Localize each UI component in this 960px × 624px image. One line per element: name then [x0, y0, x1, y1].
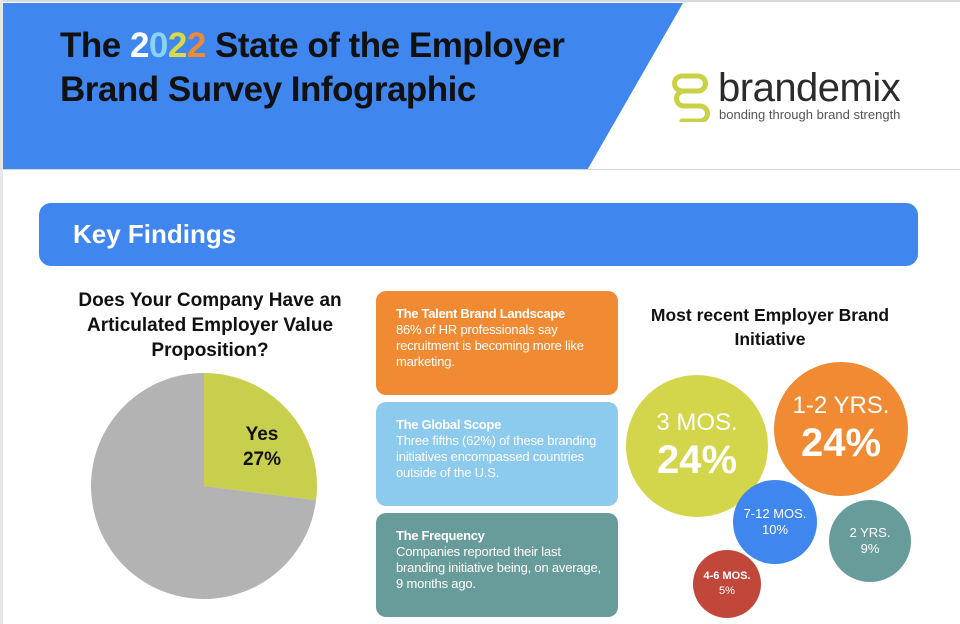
card-body: Three fifths (62%) of these branding ini… [396, 433, 597, 480]
bubble-value: 5% [719, 584, 735, 597]
card-title: The Global Scope [396, 417, 501, 432]
pie-label-yes: Yes [246, 424, 279, 445]
bubble-7-12-mos: 7-12 MOS. 10% [733, 480, 817, 564]
card-title: The Talent Brand Landscape [396, 306, 565, 321]
bubble-2-yrs: 2 YRS. 9% [829, 500, 911, 582]
year-digit-3: 2 [167, 26, 187, 65]
logo-tagline: bonding through brand strength [719, 107, 901, 122]
year-digit-2: 0 [148, 26, 168, 65]
year-digit-4: 2 [186, 26, 206, 65]
title-rest: State of the Employer [205, 26, 565, 65]
bubble-value: 24% [656, 437, 738, 482]
title-prefix: The [60, 26, 130, 65]
title-year: 2022 [130, 26, 206, 65]
bubble-4-6-mos: 4-6 MOS. 5% [693, 550, 761, 618]
bubble-value: 10% [761, 522, 789, 538]
card-global-scope: The Global Scope Three fifths (62%) of t… [376, 402, 618, 506]
bubble-value: 9% [860, 541, 880, 557]
card-frequency: The Frequency Companies reported their l… [376, 513, 618, 617]
title-line-2: Brand Survey Infographic [60, 70, 476, 109]
evp-pie-chart: Yes 27% [90, 373, 317, 599]
bubble-label: 1-2 YRS. [792, 392, 890, 420]
left-border [0, 0, 3, 624]
bubble-value: 24% [800, 420, 882, 465]
evp-question-title: Does Your Company Have an Articulated Em… [78, 290, 342, 361]
header-divider [3, 169, 960, 170]
bubble-label: 3 MOS. [656, 409, 738, 437]
card-body: 86% of HR professionals say recruitment … [396, 322, 584, 369]
key-findings-banner: Key Findings [39, 203, 918, 266]
logo-wordmark: brandemix [718, 66, 901, 110]
card-body: Companies reported their last branding i… [396, 544, 601, 591]
pie-value-yes: 27% [243, 449, 281, 470]
top-border [0, 0, 960, 2]
bubble-label: 2 YRS. [849, 524, 891, 540]
key-findings-title: Key Findings [73, 219, 237, 249]
bubble-1-2-yrs: 1-2 YRS. 24% [774, 362, 908, 496]
card-title: The Frequency [396, 528, 485, 543]
brandemix-logo-icon [672, 73, 710, 122]
pie-slice-other [90, 373, 317, 599]
title-line-1: The 2022 State of the Employer [60, 26, 565, 65]
card-talent-brand-landscape: The Talent Brand Landscape 86% of HR pro… [376, 291, 618, 395]
bubble-label: 7-12 MOS. [743, 505, 807, 521]
initiative-title: Most recent Employer Brand Initiative [650, 305, 890, 349]
infographic-title: The 2022 State of the Employer Brand Sur… [60, 24, 565, 112]
pie-slice-yes [204, 373, 317, 501]
header-band [3, 3, 683, 169]
year-digit-1: 2 [129, 26, 149, 65]
brandemix-logo: brandemix bonding through brand strength [672, 66, 922, 126]
bubble-label: 4-6 MOS. [703, 570, 751, 583]
